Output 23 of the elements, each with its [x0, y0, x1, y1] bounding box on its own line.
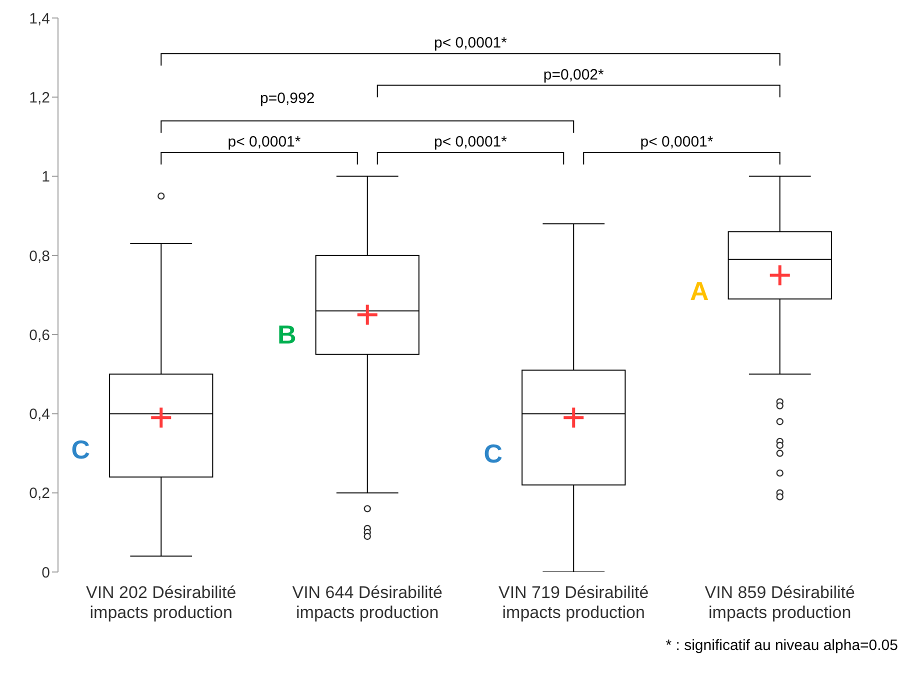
y-tick-label: 1	[42, 168, 50, 186]
y-tick-label: 0	[42, 564, 50, 582]
y-tick-label: 1,4	[29, 10, 50, 28]
x-tick-label: VIN 202 Désirabilité impacts production	[86, 583, 236, 622]
y-tick-label: 1,2	[29, 89, 50, 106]
annotation: p< 0,0001*	[434, 134, 508, 151]
x-tick-label: VIN 719 Désirabilité impacts production	[498, 583, 649, 622]
x-tick-label: VIN 859 Désirabilité impacts production	[704, 583, 855, 622]
annotation: B	[278, 320, 296, 350]
annotation: A	[690, 276, 710, 306]
y-tick-label: 0,4	[29, 406, 50, 424]
annotation: p=0,992	[260, 90, 315, 107]
x-tick-label: VIN 644 Désirabilité impacts production	[292, 583, 442, 622]
annotation: p< 0,0001*	[640, 134, 714, 151]
text: * : significatif au niveau alpha=0.05	[666, 637, 898, 654]
annotation: p< 0,0001*	[434, 34, 508, 52]
annotation: C	[484, 438, 503, 468]
y-tick-label: 0,8	[29, 248, 50, 265]
annotation: p=0,002*	[543, 66, 604, 84]
text: C	[71, 434, 90, 464]
annotation: p< 0,0001*	[228, 134, 301, 151]
y-tick-label: 0,2	[29, 485, 50, 502]
y-tick-label: 0,6	[29, 326, 50, 344]
